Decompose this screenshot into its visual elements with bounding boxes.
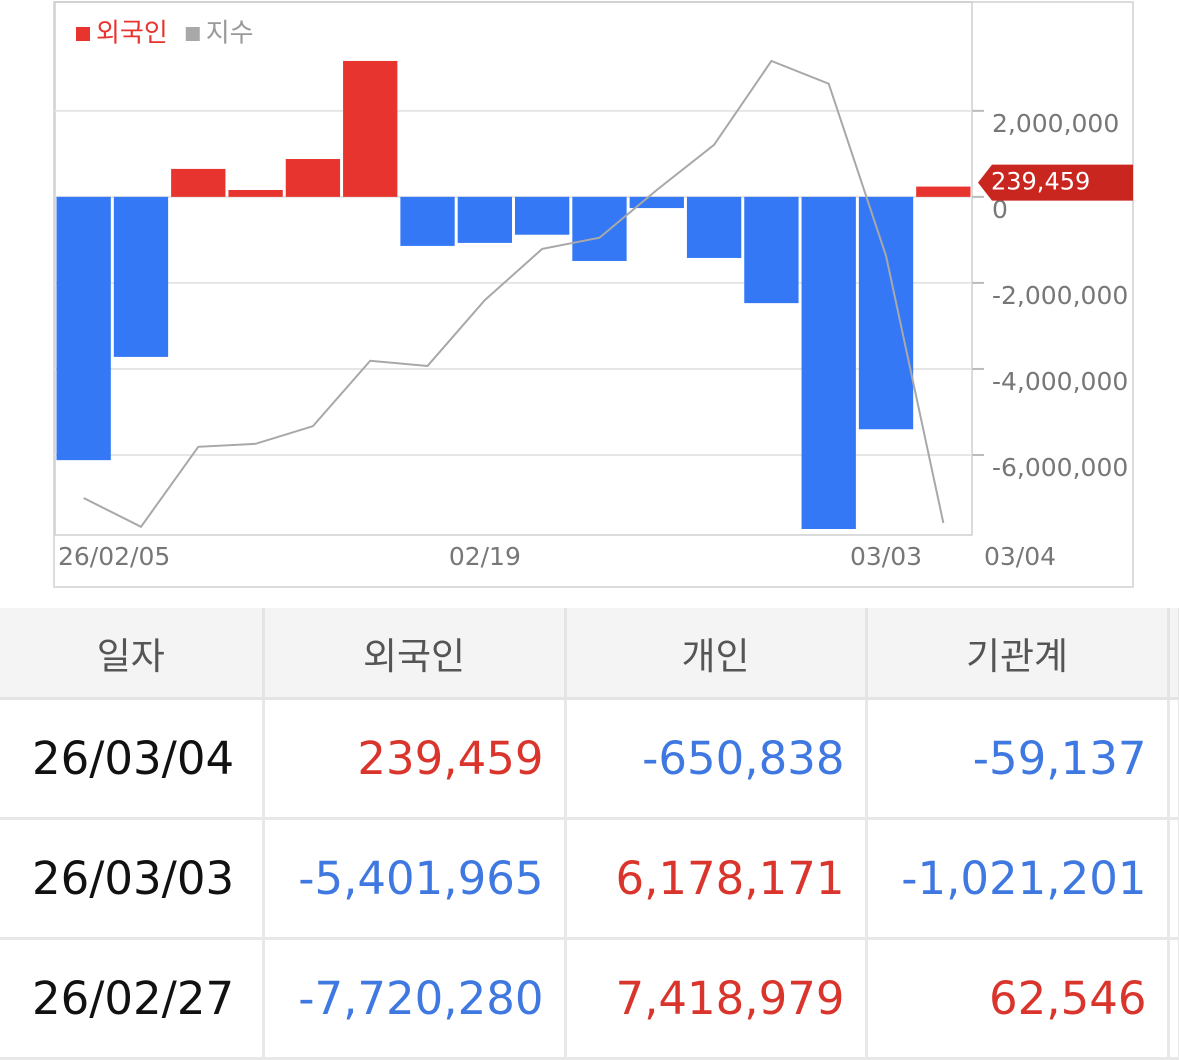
bar — [171, 168, 226, 197]
edge-cell — [1168, 938, 1179, 1060]
chart-frame — [53, 1, 1134, 588]
legend-label: 지수 — [206, 19, 254, 49]
bar — [400, 196, 455, 246]
date-cell: 26/03/04 — [0, 698, 265, 820]
bar — [916, 186, 971, 197]
data-table: 일자 외국인 개인 기관계 26/03/04 239,459 -650,838 -59,13… — [0, 608, 1179, 1060]
legend-swatch — [76, 27, 90, 41]
bar — [113, 196, 169, 357]
y-tick-label: -6,000,000 — [992, 453, 1128, 482]
bar — [56, 196, 111, 461]
bar — [228, 189, 283, 197]
column-header: 일자 — [0, 608, 265, 700]
edge-cell — [1168, 818, 1179, 940]
date-cell: 26/03/03 — [0, 818, 265, 940]
value-cell: 6,178,171 — [565, 818, 868, 940]
value-cell: -1,021,201 — [866, 818, 1170, 940]
value-cell: 62,546 — [866, 938, 1170, 1060]
bar — [629, 196, 684, 209]
bar — [285, 159, 341, 197]
column-header: 외국인 — [263, 608, 567, 700]
bar — [686, 196, 742, 258]
bar — [515, 196, 570, 235]
y-tick-label: 0 — [992, 195, 1008, 224]
plot-area — [54, 1, 973, 536]
value-cell: -650,838 — [565, 698, 868, 820]
edge-cell — [1168, 698, 1179, 820]
legend-label: 외국인 — [96, 19, 168, 49]
bar — [744, 196, 799, 304]
value-cell: -59,137 — [866, 698, 1170, 820]
column-header-edge — [1168, 608, 1179, 700]
x-tick-label: 26/02/05 — [58, 542, 170, 571]
table-row: 26/02/27 -7,720,280 7,418,979 62,546 — [0, 938, 1179, 1060]
value-badge — [978, 164, 1133, 201]
bar — [858, 196, 914, 430]
value-cell: -7,720,280 — [263, 938, 567, 1060]
date-cell: 26/02/27 — [0, 938, 265, 1060]
column-header: 개인 — [565, 608, 868, 700]
y-tick-label: 2,000,000 — [992, 109, 1119, 138]
table-body: 26/03/04 239,459 -650,838 -59,137 26/03/03 -5… — [0, 698, 1179, 1060]
value-cell: 7,418,979 — [565, 938, 868, 1060]
x-tick-label: 02/19 — [449, 542, 521, 571]
bar — [343, 60, 398, 197]
table-row: 26/03/04 239,459 -650,838 -59,137 — [0, 698, 1179, 820]
column-header: 기관계 — [866, 608, 1170, 700]
legend-swatch — [185, 27, 200, 41]
bar — [801, 196, 856, 529]
value-cell: 239,459 — [263, 698, 567, 820]
table-row: 26/03/03 -5,401,965 6,178,171 -1,021,201 — [0, 818, 1179, 940]
value-label: 239,459 — [991, 168, 1090, 196]
header-row: 일자 외국인 개인 기관계 — [0, 608, 1179, 700]
y-tick-label: -4,000,000 — [992, 367, 1128, 396]
x-tick-label: 03/04 — [984, 542, 1056, 571]
x-tick-label: 03/03 — [850, 542, 922, 571]
value-cell: -5,401,965 — [263, 818, 567, 940]
index-line — [83, 59, 945, 529]
bar — [457, 196, 512, 243]
y-tick-label: -2,000,000 — [992, 281, 1128, 310]
bar — [572, 196, 627, 261]
chart: -6,000,000 -4,000,000 -2,000,000 0 2,000,000… — [53, 1, 1134, 588]
